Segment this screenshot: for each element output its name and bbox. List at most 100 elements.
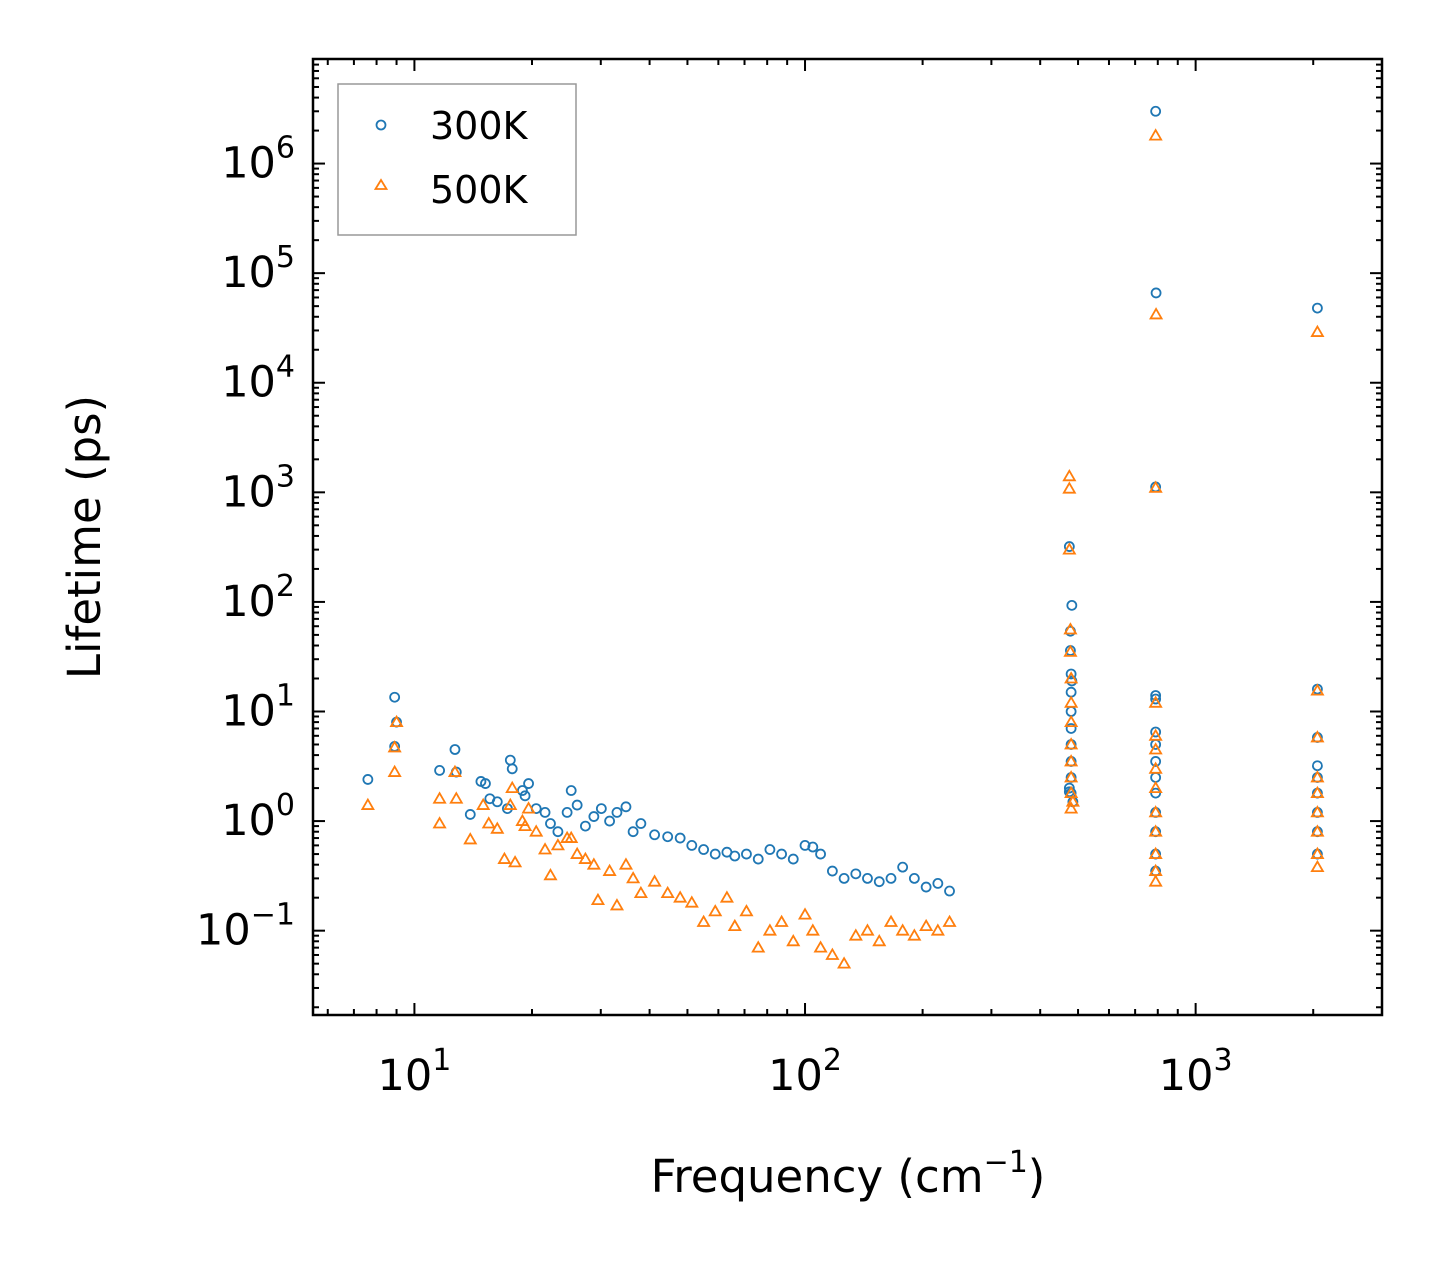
data-point-300k — [389, 691, 401, 703]
data-point-500k — [1065, 794, 1080, 807]
data-point-500k — [1310, 683, 1325, 696]
data-point-500k — [647, 874, 662, 887]
data-point-500k — [813, 940, 828, 953]
data-point-300k — [826, 865, 838, 877]
data-point-500k — [586, 857, 601, 870]
data-point-300k — [662, 831, 674, 843]
data-point-500k — [550, 838, 565, 851]
data-point-500k — [590, 892, 605, 906]
data-point-300k — [506, 763, 518, 775]
data-point-300k — [850, 868, 862, 880]
data-point-500k — [609, 898, 625, 911]
data-point-500k — [751, 940, 766, 953]
data-point-500k — [1064, 714, 1079, 728]
data-point-500k — [1310, 846, 1325, 859]
y-tick-label: 103 — [221, 459, 295, 517]
data-point-300k — [1150, 787, 1162, 799]
y-tick-label: 101 — [221, 678, 295, 736]
x-tick-label: 102 — [768, 1043, 842, 1101]
data-point-500k — [1148, 824, 1163, 837]
series-300k — [362, 105, 1323, 897]
data-point-500k — [387, 740, 402, 753]
data-point-300k — [491, 796, 503, 808]
data-point-300k — [1150, 756, 1162, 767]
data-point-500k — [786, 933, 801, 947]
data-point-500k — [432, 791, 447, 804]
data-point-500k — [476, 797, 491, 810]
data-point-500k — [942, 914, 957, 927]
data-point-500k — [727, 918, 742, 932]
data-point-500k — [1148, 846, 1163, 859]
data-point-500k — [907, 928, 922, 941]
data-point-500k — [633, 885, 648, 899]
data-point-300k — [1312, 302, 1323, 314]
data-point-300k — [523, 778, 534, 789]
data-point-300k — [764, 844, 776, 855]
legend-marker-500k — [373, 178, 389, 190]
data-point-300k — [561, 807, 573, 818]
data-point-300k — [588, 811, 600, 822]
data-point-500k — [481, 816, 496, 829]
data-point-300k — [1066, 599, 1078, 611]
data-point-500k — [1148, 805, 1163, 818]
data-point-500k — [529, 824, 544, 837]
data-point-500k — [518, 818, 533, 831]
data-point-500k — [497, 851, 512, 864]
x-axis-label: Frequency (cm−1) — [651, 1145, 1046, 1203]
data-point-500k — [805, 923, 820, 936]
y-tick-label: 10−1 — [196, 898, 295, 956]
data-point-300k — [1063, 782, 1075, 794]
data-point-500k — [1148, 480, 1163, 493]
data-point-300k — [920, 881, 932, 893]
data-point-300k — [627, 826, 639, 838]
data-point-300k — [944, 885, 955, 897]
data-point-500k — [564, 830, 579, 843]
data-point-500k — [1148, 874, 1163, 887]
data-point-500k — [1310, 770, 1325, 783]
data-point-500k — [1310, 730, 1325, 743]
data-point-500k — [626, 871, 641, 884]
data-point-300k — [815, 848, 826, 860]
data-point-300k — [635, 818, 647, 829]
data-point-500k — [508, 855, 523, 868]
data-point-500k — [860, 923, 875, 936]
data-point-500k — [1149, 307, 1164, 320]
data-point-500k — [837, 956, 852, 969]
data-point-500k — [1148, 742, 1163, 755]
data-point-500k — [1062, 469, 1077, 482]
data-point-500k — [1148, 695, 1163, 708]
data-point-300k — [862, 872, 873, 884]
data-point-500k — [360, 797, 375, 810]
data-point-300k — [519, 790, 531, 802]
data-point-300k — [545, 818, 556, 829]
data-point-500k — [797, 907, 813, 920]
data-point-500k — [883, 914, 899, 927]
data-point-500k — [449, 791, 464, 804]
legend-label-500k: 500K — [430, 168, 529, 212]
y-tick-label: 104 — [221, 350, 295, 408]
data-point-300k — [752, 853, 764, 865]
data-point-300k — [741, 848, 752, 860]
data-point-500k — [1148, 128, 1163, 141]
data-point-500k — [684, 895, 699, 908]
data-point-300k — [1150, 105, 1162, 117]
data-point-500k — [578, 851, 593, 864]
data-point-500k — [503, 797, 518, 810]
data-point-500k — [762, 923, 777, 936]
plot-frame — [311, 57, 1384, 1017]
data-point-300k — [565, 785, 577, 796]
y-tick-label: 102 — [221, 569, 295, 627]
data-point-500k — [1064, 801, 1079, 814]
data-point-500k — [463, 832, 478, 845]
data-point-500k — [696, 914, 711, 927]
data-point-500k — [602, 863, 617, 876]
data-point-500k — [1063, 644, 1078, 657]
data-point-300k — [873, 876, 885, 888]
data-point-500k — [432, 816, 447, 829]
data-point-300k — [807, 841, 819, 853]
data-point-500k — [505, 780, 520, 793]
data-point-500k — [1062, 481, 1077, 494]
data-point-500k — [1062, 542, 1077, 555]
data-point-500k — [825, 947, 840, 960]
